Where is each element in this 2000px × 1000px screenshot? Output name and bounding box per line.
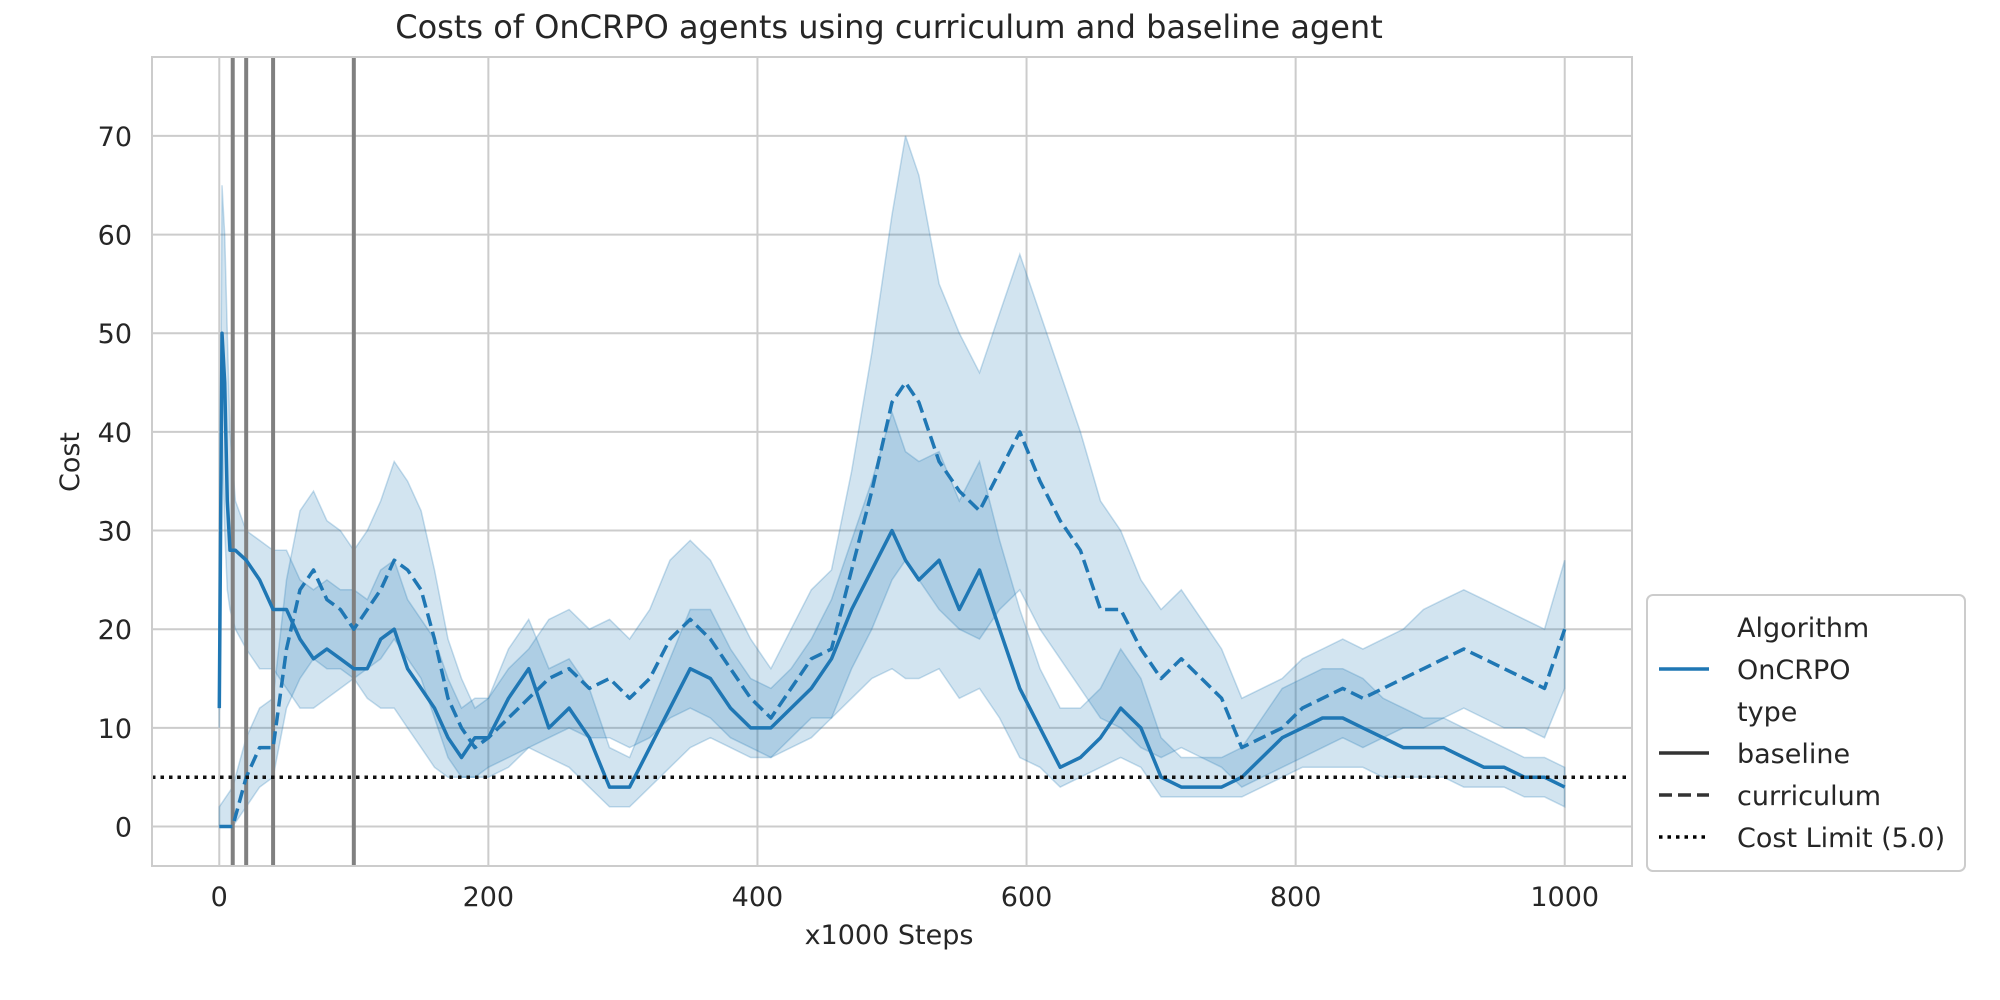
legend-label: OnCRPO bbox=[1737, 655, 1851, 686]
legend-label: baseline bbox=[1737, 739, 1850, 770]
legend-label: Cost Limit (5.0) bbox=[1737, 823, 1945, 854]
band-curriculum bbox=[218, 135, 1566, 828]
y-tick-label: 0 bbox=[115, 813, 132, 844]
y-tick-label: 60 bbox=[98, 221, 132, 252]
x-tick-label: 0 bbox=[211, 882, 228, 913]
confidence-bands bbox=[218, 135, 1566, 828]
legend-header: Algorithm bbox=[1737, 613, 1869, 644]
y-tick-label: 70 bbox=[98, 122, 132, 153]
legend-header: type bbox=[1737, 697, 1797, 728]
y-tick-label: 20 bbox=[98, 615, 132, 646]
legend-box bbox=[1646, 594, 1966, 872]
line-baseline bbox=[217, 331, 1566, 789]
y-tick-label: 30 bbox=[98, 517, 132, 548]
band-baseline bbox=[218, 185, 1566, 809]
legend: Algorithm OnCRPO type baseline curriculum Cos… bbox=[1646, 594, 1966, 872]
line-curriculum bbox=[219, 380, 1567, 829]
y-axis-label: Cost bbox=[55, 432, 86, 492]
y-tick-label: 40 bbox=[98, 418, 132, 449]
y-tick-label: 50 bbox=[98, 319, 132, 350]
x-tick-label: 800 bbox=[1270, 882, 1322, 913]
plot-frame bbox=[151, 56, 1633, 867]
chart-title: Costs of OnCRPO agents using curriculum … bbox=[395, 8, 1383, 46]
x-tick-label: 400 bbox=[732, 882, 784, 913]
y-axis-ticks: 0 10 20 30 40 50 60 70 bbox=[98, 122, 132, 844]
x-axis-ticks: 0 200 400 600 800 1000 bbox=[211, 882, 1599, 913]
series-lines bbox=[217, 331, 1567, 829]
x-tick-label: 600 bbox=[1001, 882, 1053, 913]
legend-label: curriculum bbox=[1737, 781, 1881, 812]
curriculum-stage-lines bbox=[230, 57, 356, 866]
y-tick-label: 10 bbox=[98, 714, 132, 745]
x-axis-label: x1000 Steps bbox=[805, 920, 974, 951]
x-tick-label: 1000 bbox=[1530, 882, 1599, 913]
x-tick-label: 200 bbox=[463, 882, 515, 913]
